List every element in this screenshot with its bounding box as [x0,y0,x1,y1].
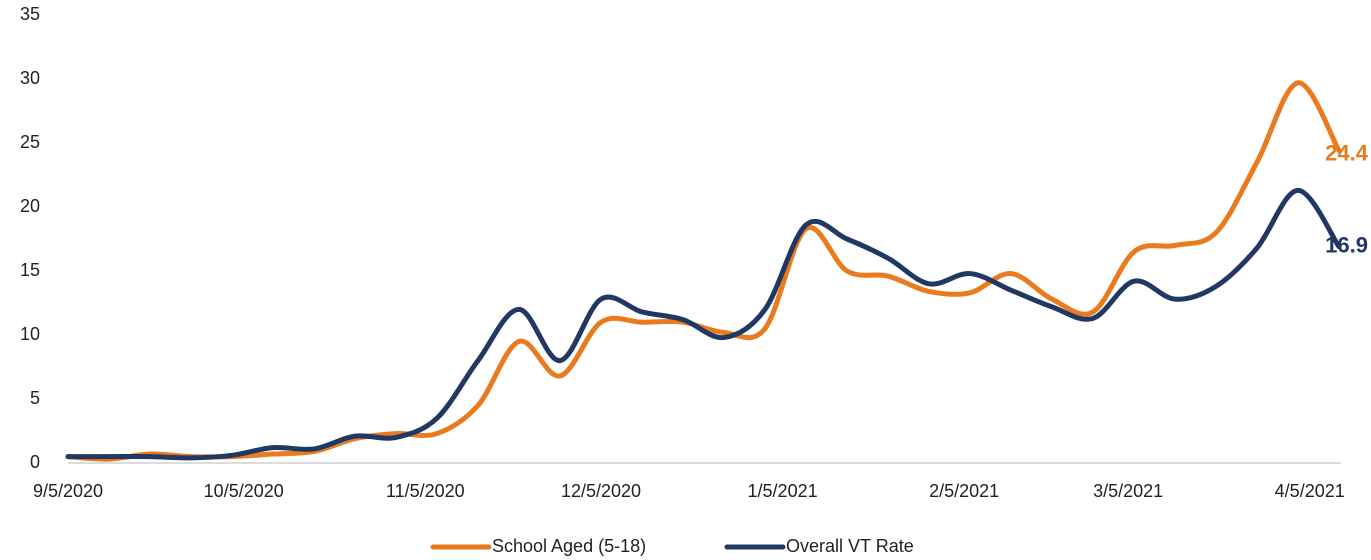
series-line [65,80,1342,462]
end-label: 16.9 [1325,232,1368,257]
x-tick-label: 1/5/2021 [748,481,818,501]
x-tick-label: 3/5/2021 [1093,481,1163,501]
x-tick-label: 12/5/2020 [561,481,641,501]
x-tick-label: 2/5/2021 [929,481,999,501]
x-tick-label: 11/5/2020 [386,481,465,501]
y-tick-label: 15 [20,260,40,280]
series-line [65,187,1342,461]
legend-label: School Aged (5-18) [492,536,646,556]
y-tick-label: 25 [20,132,40,152]
x-tick-label: 9/5/2020 [33,481,103,501]
y-tick-label: 30 [20,68,40,88]
x-tick-label: 10/5/2020 [204,481,284,501]
y-tick-label: 35 [20,4,40,24]
y-tick-label: 5 [30,388,40,408]
legend-label: Overall VT Rate [786,536,914,556]
end-label: 24.4 [1325,140,1369,165]
x-tick-label: 4/5/2021 [1275,481,1345,501]
y-tick-label: 10 [20,324,40,344]
y-tick-label: 20 [20,196,40,216]
y-tick-label: 0 [30,452,40,472]
